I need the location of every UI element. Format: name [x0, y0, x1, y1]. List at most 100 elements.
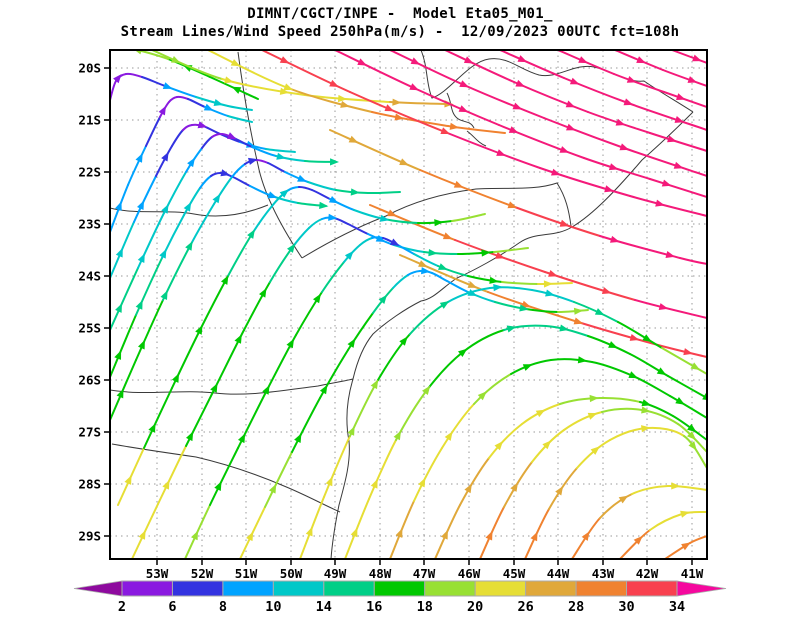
- flow-arrow-icon: [687, 431, 696, 440]
- colorbar-tick-label: 34: [669, 599, 685, 615]
- streamline-path: [171, 129, 184, 147]
- flow-arrow-icon: [494, 441, 504, 451]
- streamline-path: [399, 254, 489, 293]
- lon-tick-label: 51W: [235, 566, 258, 581]
- lon-tick-label: 45W: [503, 566, 526, 581]
- streamline-path: [319, 349, 349, 399]
- flow-arrow-icon: [161, 151, 169, 162]
- streamline-path: [232, 176, 251, 187]
- flow-arrow-icon: [231, 86, 242, 94]
- streamline-path: [441, 403, 475, 449]
- flow-arrow-icon: [517, 55, 528, 63]
- streamline-path: [498, 124, 585, 159]
- flow-arrow-icon: [440, 127, 451, 134]
- streamline-path: [110, 314, 137, 378]
- streamline-path: [431, 272, 448, 282]
- flow-arrow-icon: [421, 267, 431, 275]
- flow-arrow-icon: [577, 356, 588, 364]
- flow-arrow-icon: [137, 253, 145, 263]
- streamline: [664, 535, 707, 559]
- map-boundary: [420, 50, 694, 113]
- streamline: [261, 50, 707, 217]
- flow-arrow-icon: [543, 280, 553, 288]
- lon-tick-label: 49W: [324, 566, 347, 581]
- streamline-path: [269, 247, 293, 283]
- streamline-path: [125, 72, 143, 78]
- streamline-path: [347, 312, 374, 351]
- streamline: [344, 324, 707, 559]
- colorbar-segment: [373, 580, 426, 597]
- streamline: [671, 50, 707, 64]
- streamline-path: [576, 439, 611, 469]
- streamline-path: [647, 426, 685, 437]
- flow-arrow-icon: [493, 284, 503, 292]
- flow-arrow-icon: [477, 391, 487, 401]
- flow-arrow-icon: [601, 287, 612, 294]
- streamline-path: [462, 329, 505, 353]
- flow-arrow-icon: [641, 425, 651, 433]
- streamline-path: [334, 50, 415, 89]
- streamline-path: [141, 76, 166, 87]
- flow-arrow-icon: [674, 116, 685, 123]
- flow-arrow-icon: [519, 304, 529, 312]
- streamline-path: [447, 287, 491, 303]
- streamline: [369, 204, 707, 319]
- streamline-path: [286, 186, 300, 192]
- streamline-path: [629, 195, 707, 217]
- flow-arrow-icon: [422, 385, 431, 395]
- flow-arrow-icon: [658, 303, 669, 310]
- streamline-path: [683, 435, 707, 469]
- streamline-path: [347, 223, 369, 235]
- lon-tick-label: 52W: [191, 566, 214, 581]
- streamline-path: [548, 467, 578, 510]
- flow-arrow-icon: [370, 478, 378, 489]
- flow-arrow-icon: [283, 83, 294, 91]
- flow-arrow-icon: [428, 249, 438, 257]
- flow-arrow-icon: [203, 103, 214, 111]
- flow-arrow-icon: [628, 371, 638, 379]
- streamline: [557, 50, 707, 108]
- flow-arrow-icon: [213, 99, 224, 106]
- flow-arrow-icon: [573, 307, 584, 315]
- flow-arrow-icon: [673, 161, 684, 169]
- streamline-path: [513, 81, 589, 113]
- streamline-path: [367, 191, 401, 195]
- lon-tick-label: 47W: [413, 566, 436, 581]
- flow-arrow-icon: [410, 57, 421, 65]
- flow-arrow-icon: [608, 163, 619, 171]
- flow-arrow-icon: [545, 289, 555, 297]
- streamline-path: [255, 158, 269, 164]
- flow-arrow-icon: [681, 542, 691, 551]
- streamline: [434, 394, 707, 559]
- flow-arrow-icon: [162, 82, 173, 89]
- streamline-path: [451, 213, 486, 222]
- flow-arrow-icon: [515, 79, 526, 87]
- streamline-path: [473, 373, 512, 405]
- streamline-path: [539, 167, 631, 197]
- lat-tick-label: 29S: [78, 529, 101, 544]
- flow-arrow-icon: [626, 76, 637, 83]
- flow-arrow-icon: [387, 209, 397, 217]
- flow-arrow-icon: [619, 143, 630, 151]
- flow-arrow-icon: [113, 74, 122, 84]
- lon-tick-label: 43W: [592, 566, 615, 581]
- flow-arrow-icon: [565, 100, 576, 108]
- flow-arrow-icon: [286, 338, 294, 349]
- flow-arrow-icon: [688, 441, 697, 451]
- colorbar: 2 6 8 10 14 16 18 20 26 28 30 34: [73, 580, 727, 615]
- flow-arrow-icon: [481, 249, 491, 257]
- streamline-path: [135, 299, 164, 361]
- streamline-path: [413, 447, 443, 502]
- flow-arrow-icon: [615, 118, 626, 126]
- lat-tick-label: 26S: [78, 373, 101, 388]
- streamline-path: [409, 301, 449, 335]
- flow-arrow-icon: [555, 486, 564, 496]
- streamline-path: [619, 529, 651, 559]
- streamline-path: [168, 96, 178, 103]
- streamline: [619, 510, 707, 559]
- streamline-path: [133, 175, 157, 223]
- flow-arrow-icon: [618, 495, 629, 504]
- flow-arrow-icon: [418, 260, 428, 267]
- streamline-path: [499, 50, 565, 79]
- streamline-path: [407, 270, 421, 276]
